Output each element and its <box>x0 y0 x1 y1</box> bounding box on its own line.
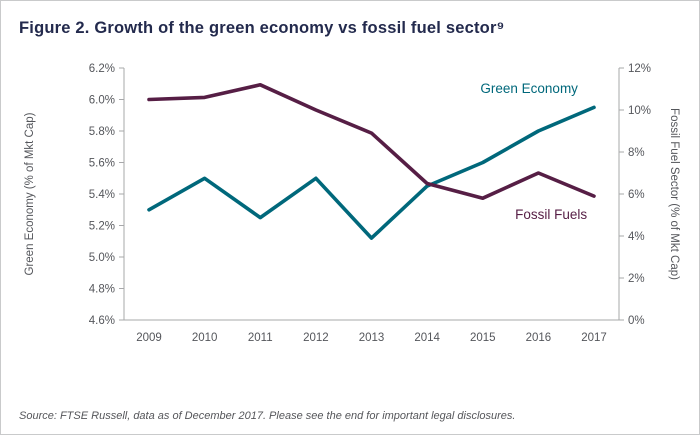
left-tick-label: 4.8% <box>89 284 115 296</box>
left-tick-label: 5.6% <box>89 158 115 170</box>
x-tick-label: 2015 <box>470 332 496 344</box>
x-tick-label: 2016 <box>526 332 552 344</box>
right-tick-label: 10% <box>628 105 651 117</box>
left-tick-label: 5.2% <box>89 221 115 233</box>
right-tick-label: 12% <box>628 63 651 75</box>
right-axis-title: Fossil Fuel Sector (% of Mkt Cap) <box>668 108 680 280</box>
left-tick-label: 4.6% <box>89 315 115 327</box>
left-tick-label: 5.0% <box>89 252 115 264</box>
x-tick-label: 2009 <box>136 332 162 344</box>
green-economy-line <box>147 105 596 240</box>
left-tick-label: 5.4% <box>89 189 115 201</box>
right-tick-label: 2% <box>628 273 645 285</box>
x-tick-label: 2011 <box>248 332 273 344</box>
x-tick-label: 2017 <box>581 332 607 344</box>
series-label: Fossil Fuels <box>515 207 587 222</box>
left-tick-label: 6.0% <box>89 95 115 107</box>
right-tick-label: 8% <box>628 147 645 159</box>
x-tick-label: 2014 <box>414 332 440 344</box>
series-label: Green Economy <box>480 81 578 96</box>
left-tick-label: 5.8% <box>89 126 115 138</box>
x-tick-label: 2013 <box>359 332 385 344</box>
figure-title: Figure 2. Growth of the green economy vs… <box>19 19 505 37</box>
left-axis-title: Green Economy (% of Mkt Cap) <box>24 112 36 275</box>
right-tick-label: 4% <box>628 231 645 243</box>
fossil-fuels-line <box>147 82 596 200</box>
source-note: Source: FTSE Russell, data as of Decembe… <box>19 410 516 422</box>
chart-area: 4.6% 4.8% 5.0% 5.2% 5.4% 5.6% 5.8% 6.0% 6.2% 0% 2%… <box>19 50 683 370</box>
x-tick-label: 2010 <box>192 332 218 344</box>
x-tick-label: 2012 <box>303 332 329 344</box>
left-tick-label: 6.2% <box>89 63 115 75</box>
line-chart: 4.6% 4.8% 5.0% 5.2% 5.4% 5.6% 5.8% 6.0% 6.2% 0% 2%… <box>24 63 680 344</box>
right-tick-label: 0% <box>628 315 645 327</box>
right-tick-label: 6% <box>628 189 645 201</box>
